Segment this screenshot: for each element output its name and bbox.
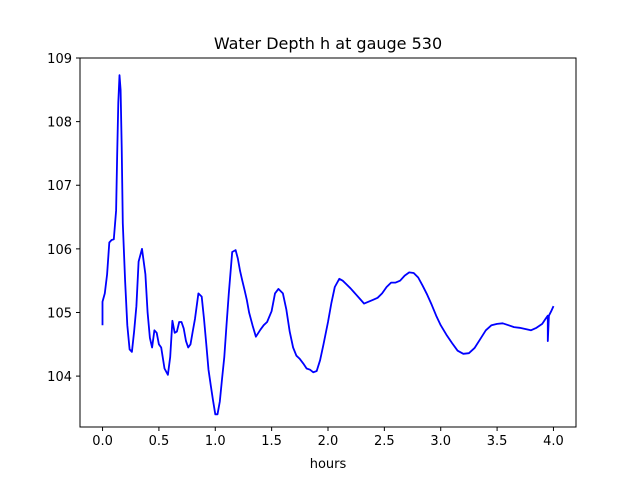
y-tick-label: 105 — [47, 306, 72, 321]
x-tick-label: 0.5 — [149, 434, 170, 449]
y-tick-label: 109 — [47, 52, 72, 67]
x-tick-label: 4.0 — [543, 434, 564, 449]
x-tick-label: 3.0 — [430, 434, 451, 449]
x-axis: 0.0 0.5 1.0 1.5 2.0 2.5 3.0 3.5 4.0 — [92, 427, 564, 449]
x-tick-label: 1.0 — [205, 434, 226, 449]
series-line-0 — [101, 74, 555, 416]
x-axis-label: hours — [310, 457, 347, 472]
y-tick-label: 106 — [47, 243, 72, 258]
y-axis: 104 105 106 107 108 109 — [47, 52, 80, 385]
x-tick-label: 2.5 — [374, 434, 395, 449]
y-tick-label: 107 — [47, 179, 72, 194]
x-tick-label: 2.0 — [318, 434, 339, 449]
x-tick-label: 1.5 — [261, 434, 282, 449]
chart-title: Water Depth h at gauge 530 — [214, 34, 442, 53]
y-tick-label: 108 — [47, 116, 72, 131]
y-tick-label: 104 — [47, 370, 72, 385]
x-tick-label: 3.5 — [487, 434, 508, 449]
x-tick-label: 0.0 — [92, 434, 113, 449]
plot-area — [101, 74, 555, 416]
